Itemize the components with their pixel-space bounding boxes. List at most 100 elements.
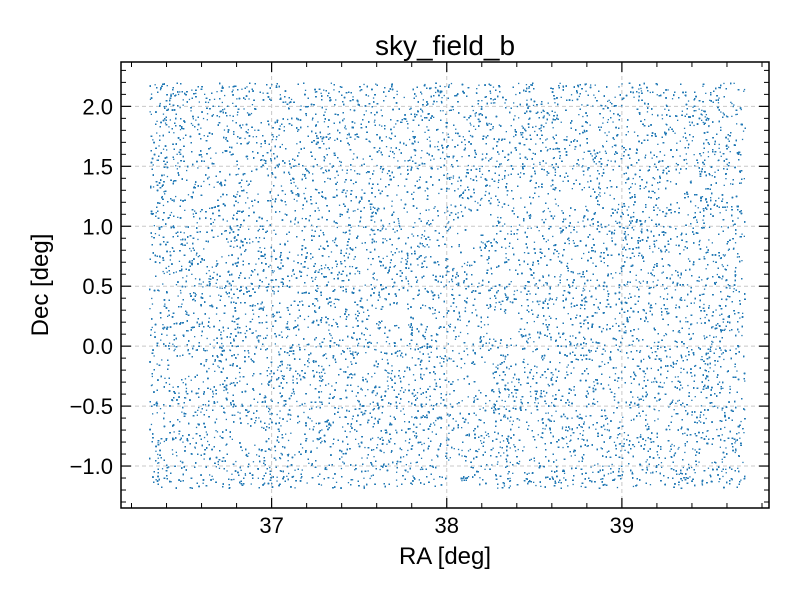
- data-point: [336, 189, 337, 190]
- data-point: [712, 462, 713, 463]
- data-point: [574, 345, 575, 346]
- data-point: [631, 383, 632, 384]
- data-point: [281, 185, 282, 186]
- data-point: [513, 102, 514, 103]
- data-point: [657, 207, 658, 208]
- data-point: [571, 455, 572, 456]
- data-point: [528, 106, 529, 107]
- data-point: [507, 194, 508, 195]
- data-point: [489, 342, 490, 343]
- data-point: [292, 380, 293, 381]
- data-point: [375, 349, 376, 350]
- data-point: [539, 230, 540, 231]
- data-point: [423, 266, 424, 267]
- data-point: [154, 355, 155, 356]
- data-point: [612, 121, 613, 122]
- data-point: [186, 312, 187, 313]
- data-point: [708, 119, 709, 120]
- data-point: [520, 132, 521, 133]
- data-point: [228, 296, 229, 297]
- data-point: [678, 484, 679, 485]
- data-point: [578, 222, 579, 223]
- data-point: [209, 474, 210, 475]
- data-point: [209, 177, 210, 178]
- data-point: [670, 227, 671, 228]
- data-point: [692, 140, 693, 141]
- data-point: [542, 428, 543, 429]
- data-point: [737, 114, 738, 115]
- data-point: [190, 110, 191, 111]
- data-point: [696, 464, 697, 465]
- data-point: [661, 462, 662, 463]
- data-point: [706, 268, 707, 269]
- data-point: [713, 406, 714, 407]
- data-point: [353, 153, 354, 154]
- data-point: [583, 253, 584, 254]
- data-point: [647, 111, 648, 112]
- data-point: [168, 266, 169, 267]
- data-point: [373, 456, 374, 457]
- data-point: [381, 126, 382, 127]
- data-point: [372, 216, 373, 217]
- data-point: [723, 359, 724, 360]
- data-point: [388, 440, 389, 441]
- data-point: [202, 322, 203, 323]
- data-point: [452, 281, 453, 282]
- data-point: [248, 352, 249, 353]
- data-point: [664, 382, 665, 383]
- data-point: [599, 342, 600, 343]
- data-point: [291, 99, 292, 100]
- data-point: [684, 452, 685, 453]
- data-point: [542, 437, 543, 438]
- data-point: [476, 180, 477, 181]
- data-point: [254, 130, 255, 131]
- data-point: [645, 440, 646, 441]
- data-point: [214, 371, 215, 372]
- data-point: [538, 403, 539, 404]
- data-point: [694, 154, 695, 155]
- data-point: [313, 426, 314, 427]
- data-point: [511, 226, 512, 227]
- data-point: [541, 396, 542, 397]
- data-point: [684, 433, 685, 434]
- data-point: [209, 270, 210, 271]
- data-point: [466, 119, 467, 120]
- data-point: [548, 208, 549, 209]
- data-point: [307, 482, 308, 483]
- data-point: [409, 109, 410, 110]
- data-point: [357, 400, 358, 401]
- data-point: [198, 256, 199, 257]
- data-point: [395, 430, 396, 431]
- data-point: [219, 367, 220, 368]
- data-point: [472, 106, 473, 107]
- data-point: [519, 153, 520, 154]
- data-point: [615, 97, 616, 98]
- data-point: [396, 194, 397, 195]
- data-point: [341, 456, 342, 457]
- data-point: [554, 102, 555, 103]
- data-point: [456, 272, 457, 273]
- data-point: [393, 127, 394, 128]
- data-point: [699, 171, 700, 172]
- data-point: [269, 373, 270, 374]
- data-point: [467, 354, 468, 355]
- data-point: [254, 445, 255, 446]
- data-point: [203, 118, 204, 119]
- data-point: [162, 324, 163, 325]
- data-point: [626, 257, 627, 258]
- data-point: [628, 234, 629, 235]
- data-point: [516, 397, 517, 398]
- data-point: [702, 483, 703, 484]
- data-point: [468, 476, 469, 477]
- data-point: [308, 316, 309, 317]
- data-point: [176, 455, 177, 456]
- data-point: [720, 152, 721, 153]
- data-point: [545, 428, 546, 429]
- data-point: [405, 259, 406, 260]
- data-point: [223, 345, 224, 346]
- data-point: [345, 128, 346, 129]
- data-point: [375, 84, 376, 85]
- data-point: [461, 450, 462, 451]
- data-point: [367, 299, 368, 300]
- data-point: [734, 442, 735, 443]
